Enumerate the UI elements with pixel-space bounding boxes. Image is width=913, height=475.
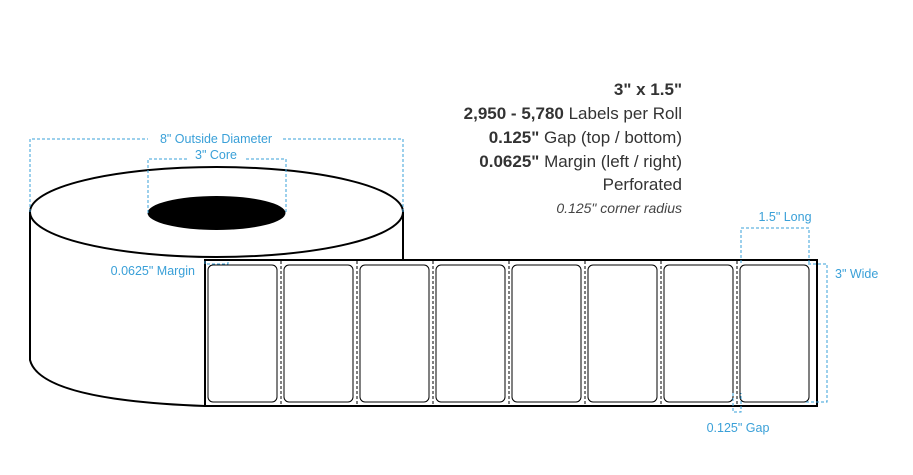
spec-size: 3" x 1.5" bbox=[614, 80, 682, 99]
label bbox=[207, 264, 278, 403]
spec-margin-text: Margin (left / right) bbox=[539, 152, 682, 171]
spec-count-text: Labels per Roll bbox=[564, 104, 682, 123]
label bbox=[663, 264, 734, 403]
length-label: 1.5" Long bbox=[758, 210, 811, 224]
label bbox=[511, 264, 582, 403]
spec-gap-text: Gap (top / bottom) bbox=[539, 128, 682, 147]
outside-diameter-label: 8" Outside Diameter bbox=[160, 132, 272, 146]
spec-gap: 0.125" Gap (top / bottom) bbox=[489, 128, 682, 147]
label bbox=[739, 264, 810, 403]
core-dimension bbox=[147, 158, 287, 213]
spec-margin-value: 0.0625" bbox=[479, 152, 539, 171]
spec-margin: 0.0625" Margin (left / right) bbox=[479, 152, 682, 171]
spec-count-value: 2,950 - 5,780 bbox=[464, 104, 564, 123]
label bbox=[435, 264, 506, 403]
gap-dimension bbox=[732, 393, 742, 413]
spec-corner-radius: 0.125" corner radius bbox=[556, 200, 682, 216]
label bbox=[587, 264, 658, 403]
label bbox=[283, 264, 354, 403]
labels bbox=[204, 261, 810, 405]
width-label: 3" Wide bbox=[835, 267, 878, 281]
margin-dimension bbox=[204, 261, 229, 265]
label bbox=[359, 264, 430, 403]
core-label: 3" Core bbox=[195, 148, 237, 162]
outside-diameter-dimension bbox=[29, 138, 404, 212]
spec-labels-per-roll: 2,950 - 5,780 Labels per Roll bbox=[464, 104, 682, 123]
width-dimension bbox=[805, 263, 828, 403]
spec-gap-value: 0.125" bbox=[489, 128, 540, 147]
margin-label: 0.0625" Margin bbox=[111, 264, 195, 278]
gap-label: 0.125" Gap bbox=[707, 421, 770, 435]
roll-core bbox=[147, 196, 286, 230]
spec-perforation: Perforated bbox=[603, 175, 682, 194]
length-dimension bbox=[740, 227, 810, 263]
